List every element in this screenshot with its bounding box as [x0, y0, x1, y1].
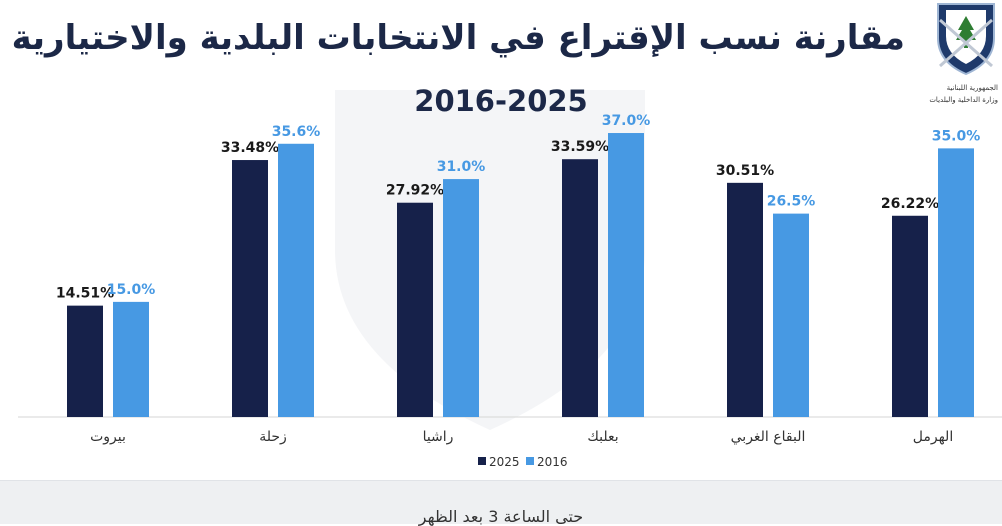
category-label-6: الهرمل [913, 429, 953, 445]
bar-2025-1 [67, 305, 103, 417]
bar-2016-3 [443, 179, 479, 417]
category-label-3: راشيا [423, 429, 454, 445]
ministry-emblem-icon [937, 3, 995, 76]
bar-2016-6 [938, 148, 974, 417]
category-label-4: بعلبك [587, 429, 618, 445]
data-label-2025-3: 27.92% [386, 183, 444, 199]
legend-label-2016: 2016 [537, 455, 568, 469]
chart-title: مقارنة نسب الإقتراع في الانتخابات البلدي… [11, 18, 905, 58]
category-label-1: بيروت [90, 429, 126, 445]
chart-subtitle: 2016-2025 [0, 84, 1002, 118]
ministry-logo: الجمهورية اللبنانية وزارة الداخلية والبل… [929, 0, 1002, 110]
data-label-2025-1: 14.51% [56, 286, 114, 302]
bar-2025-2 [232, 160, 268, 417]
data-label-2025-5: 30.51% [716, 163, 774, 179]
bar-2016-5 [773, 213, 809, 417]
data-label-2016-3: 31.0% [437, 159, 486, 175]
legend-label-2025: 2025 [489, 455, 520, 469]
bar-chart: 14.51%15.0% بيروت 33.48%35.6% زحلة 27.92% 31.… [18, 90, 1002, 469]
bar-2025-6 [892, 215, 928, 417]
bar-2016-2 [278, 143, 314, 417]
logo-line-1: الجمهورية اللبنانية [946, 84, 998, 92]
bar-2025-3 [397, 202, 433, 417]
data-label-2025-4: 33.59% [551, 139, 609, 155]
legend-swatch-2025 [478, 457, 486, 465]
data-label-2025-6: 26.22% [881, 196, 939, 212]
bar-2016-1 [113, 301, 149, 417]
bar-2025-5 [727, 182, 763, 417]
footer-note: حتى الساعة 3 بعد الظهر [418, 507, 584, 526]
logo-line-2: وزارة الداخلية والبلديات [929, 96, 998, 104]
data-label-2016-4: 37.0% [602, 113, 651, 129]
legend: 2025 2016 [478, 455, 568, 469]
data-label-2016-2: 35.6% [272, 124, 321, 140]
data-label-2016-5: 26.5% [767, 194, 816, 210]
data-label-2016-6: 35.0% [932, 128, 981, 144]
bar-2025-4 [562, 159, 598, 417]
data-label-2016-1: 15.0% [107, 282, 156, 298]
footer-bar: حتى الساعة 3 بعد الظهر [0, 480, 1002, 526]
legend-swatch-2016 [526, 457, 534, 465]
category-label-5: البقاع الغربي [731, 429, 806, 445]
bar-2016-4 [608, 133, 644, 417]
data-label-2025-2: 33.48% [221, 140, 279, 156]
category-label-2: زحلة [259, 429, 287, 445]
